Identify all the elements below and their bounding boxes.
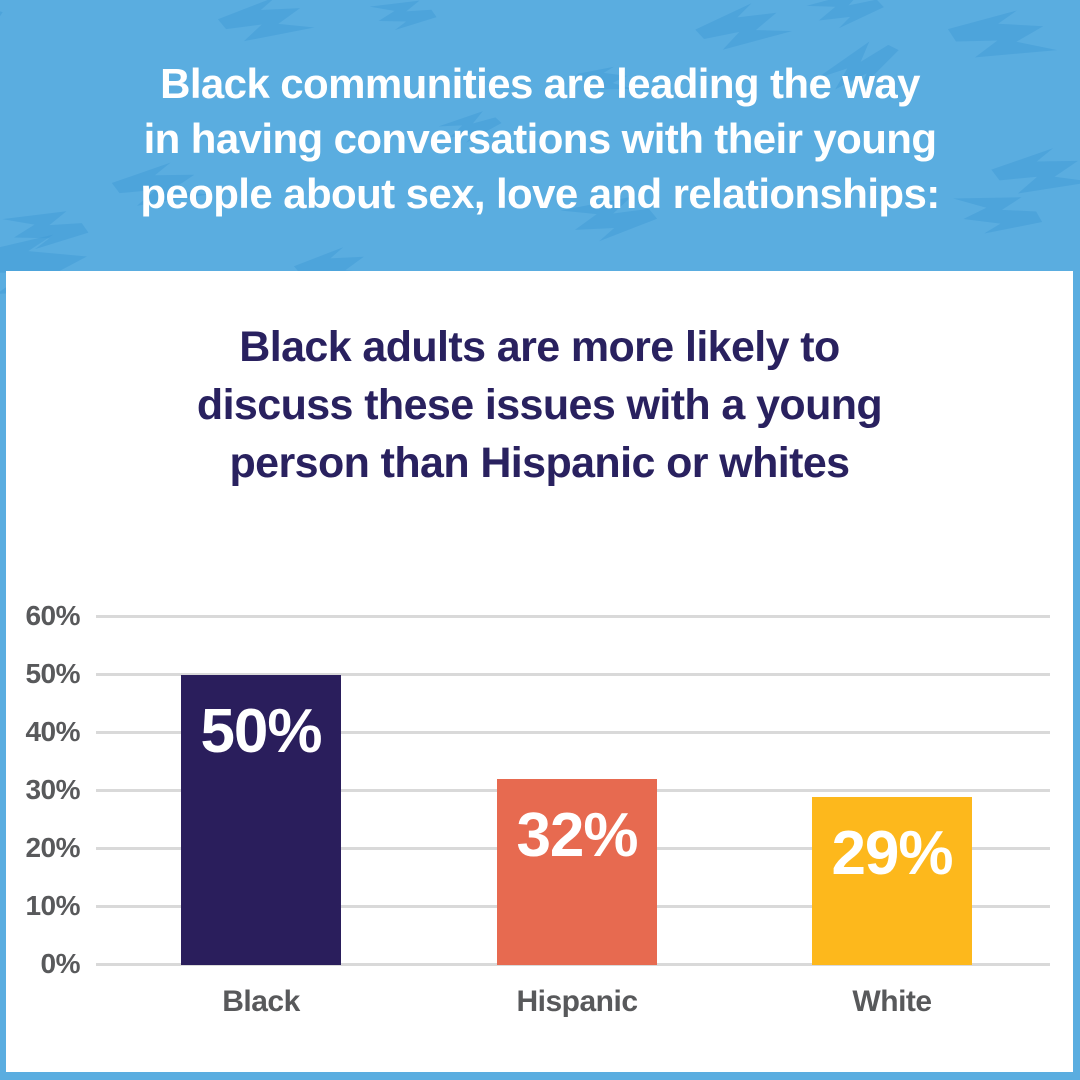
gridline [96,673,1050,676]
bar-value-label: 32% [516,801,638,870]
banner-heading-line: people about sex, love and relationships… [140,170,940,217]
bar-black: 50% [181,675,341,965]
banner-heading-line: in having conversations with their young [143,115,937,162]
bar-value-label: 50% [200,697,322,766]
x-axis-category-label: Black [222,985,300,1018]
bar-chart: 60% 50% 40% 30% 20% 10% 0% 50% 32% 29% Black Hispan… [6,271,1073,1072]
x-axis-category-label: White [852,985,932,1018]
chart-title-line: discuss these issues with a young [196,381,883,429]
plot-area: 50% 32% 29% [96,616,1050,965]
y-axis-tick-label: 40% [25,716,80,747]
bar-value-label: 29% [831,819,953,888]
chart-title-line: Black adults are more likely to [239,323,840,371]
chart-card: Black adults are more likely to discuss … [6,271,1073,1072]
y-axis-tick-label: 30% [25,774,80,805]
y-axis-tick-label: 10% [25,890,80,921]
banner-heading: Black communities are leading the way in… [0,56,1080,221]
x-axis-category-label: Hispanic [516,985,638,1018]
gridline [96,615,1050,618]
bar-white: 29% [812,797,972,965]
banner-heading-line: Black communities are leading the way [160,60,920,107]
gridline [96,731,1050,734]
y-axis-tick-label: 20% [25,832,80,863]
y-axis-tick-label: 60% [25,600,80,631]
y-axis-tick-label: 50% [25,658,80,689]
chart-title-line: person than Hispanic or whites [229,439,851,487]
y-axis-tick-label: 0% [40,948,81,979]
chart-title: Black adults are more likely to discuss … [6,318,1073,492]
bar-hispanic: 32% [497,779,657,965]
